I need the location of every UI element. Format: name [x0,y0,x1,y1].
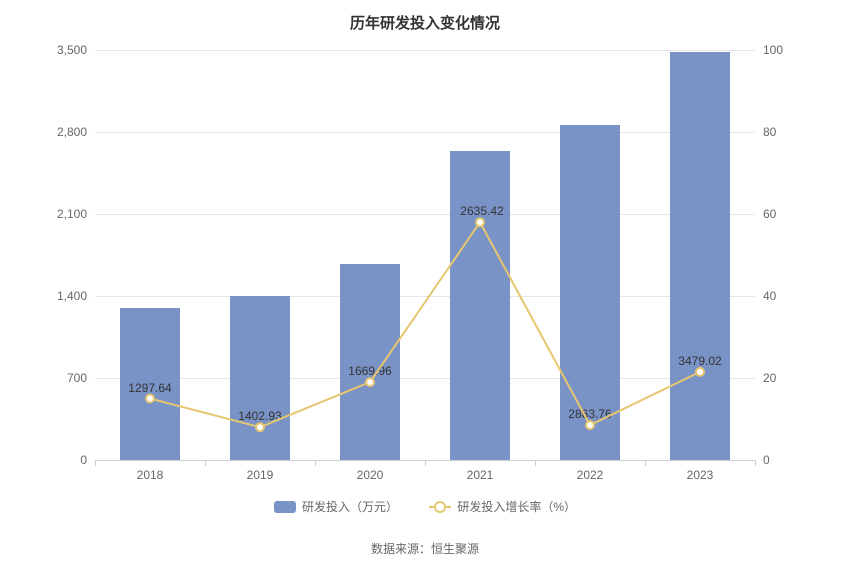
y-left-tick-label: 700 [37,371,87,385]
data-source: 数据来源：恒生聚源 [0,540,850,557]
chart-plot-area: 00700201,400402,100602,800803,5001002018… [95,50,755,460]
y-right-tick-label: 40 [763,289,803,303]
x-tick-label: 2019 [247,468,274,482]
x-tick-label: 2023 [687,468,714,482]
line-marker [696,368,704,376]
y-left-tick-label: 2,800 [37,125,87,139]
line-marker [146,395,154,403]
y-right-tick-label: 60 [763,207,803,221]
x-tick [755,460,756,466]
legend-line-label: 研发投入增长率（%） [457,498,576,515]
y-right-tick-label: 80 [763,125,803,139]
x-tick [95,460,96,466]
legend-bar-label: 研发投入（万元） [302,498,398,515]
legend: 研发投入（万元） 研发投入增长率（%） [0,498,850,516]
x-tick [315,460,316,466]
legend-item-bar: 研发投入（万元） [274,498,398,515]
line-marker [256,423,264,431]
y-right-tick-label: 100 [763,43,803,57]
y-right-tick-label: 0 [763,453,803,467]
line-marker [476,218,484,226]
line-overlay [95,50,755,460]
y-left-tick-label: 2,100 [37,207,87,221]
legend-bar-swatch [274,501,296,513]
x-tick [535,460,536,466]
source-name: 恒生聚源 [431,542,479,556]
growth-line [150,222,700,427]
legend-line-swatch [429,501,451,513]
x-tick [645,460,646,466]
line-marker [366,378,374,386]
x-tick-label: 2022 [577,468,604,482]
y-right-tick-label: 20 [763,371,803,385]
y-left-tick-label: 1,400 [37,289,87,303]
y-left-tick-label: 3,500 [37,43,87,57]
x-tick [205,460,206,466]
line-marker [586,421,594,429]
x-tick [425,460,426,466]
y-left-tick-label: 0 [37,453,87,467]
x-tick-label: 2018 [137,468,164,482]
legend-item-line: 研发投入增长率（%） [429,498,576,515]
source-prefix: 数据来源： [371,542,431,556]
chart-container: 历年研发投入变化情况 00700201,400402,100602,800803… [0,0,850,575]
x-tick-label: 2020 [357,468,384,482]
x-tick-label: 2021 [467,468,494,482]
chart-title: 历年研发投入变化情况 [0,0,850,41]
